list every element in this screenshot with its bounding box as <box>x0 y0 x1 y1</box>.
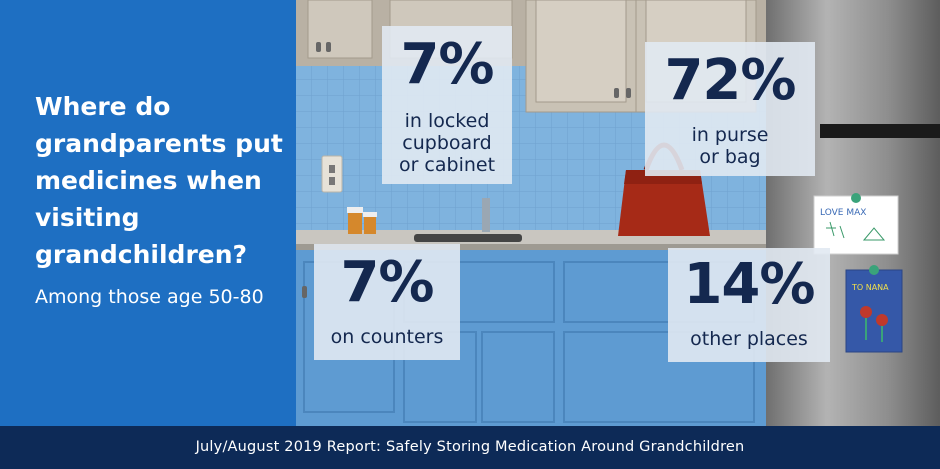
stat-label-line: on counters <box>330 326 444 348</box>
fridge-handle <box>820 124 940 138</box>
stat-purse: 72% in purse or bag <box>645 42 815 176</box>
stat-other-places: 14% other places <box>668 248 830 362</box>
stat-label-line: or bag <box>699 146 761 168</box>
sink <box>414 234 522 242</box>
drawing-1-text: LOVE MAX <box>820 208 866 218</box>
stat-label-line: in locked <box>404 110 490 132</box>
stat-counters: 7% on counters <box>314 244 460 360</box>
stat-label-line: in purse <box>691 124 769 146</box>
subheadline: Among those age 50-80 <box>35 286 264 308</box>
stat-value: 72% <box>664 48 796 113</box>
left-panel: Where do grandparents put medicines when… <box>0 0 296 426</box>
wall-outlet <box>321 155 343 193</box>
stat-label-line: or cabinet <box>398 154 496 176</box>
stat-label-line: other places <box>690 328 808 350</box>
stat-value: 7% <box>400 32 494 97</box>
pill-bottles <box>347 207 377 234</box>
drawing-2-text: TO NANA <box>851 283 889 292</box>
faucet <box>482 198 490 232</box>
stat-locked-cabinet: 7% in locked cupboard or cabinet <box>382 26 512 184</box>
child-drawing-1: LOVE MAX <box>813 193 899 255</box>
footer-report-title: July/August 2019 Report: Safely Storing … <box>0 426 940 469</box>
headline: Where do grandparents put medicines when… <box>35 92 283 269</box>
kitchen-illustration: LOVE MAX TO NANA 7% in locked cupboard o… <box>296 0 940 426</box>
stat-label-line: cupboard <box>402 132 492 154</box>
stat-value: 7% <box>340 250 434 315</box>
child-drawing-2: TO NANA <box>845 265 903 353</box>
stat-value: 14% <box>683 252 815 317</box>
